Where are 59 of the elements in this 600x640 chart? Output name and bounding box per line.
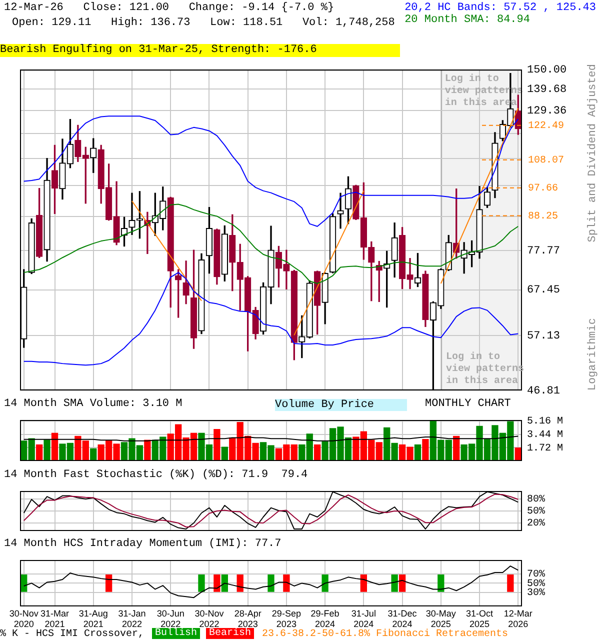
y-tick-label: 67.45 [527, 284, 560, 297]
y-tick-label: 139.68 [527, 84, 567, 96]
text: Logarithmic [587, 318, 599, 391]
y-tick-label: 5.16 M [527, 416, 564, 428]
x-tick-label: 29-Feb 2024 [310, 608, 340, 630]
text: % K - HCS IMI Crossover, [0, 629, 144, 640]
text: Volume By Price [275, 399, 407, 411]
x-tick-label: 28-Apr 2023 [234, 608, 262, 630]
x-tick-label: 31-Mar 2021 [40, 608, 70, 630]
chart-title: 14 Month SMA Volume: 3.10 M [4, 398, 182, 410]
text: Bearish [206, 628, 254, 639]
y-tick-label: 30% [527, 588, 546, 600]
candlestick [337, 192, 344, 229]
ref-line-label: 97.66 [528, 183, 558, 194]
text: Bearish Engulfing on 31-Mar-25, Strength: -176.6 [0, 44, 400, 57]
chart-subtitle: Open: 129.11 High: 136.73 Low: 118.51 Vol: 1,748,258 [12, 17, 395, 29]
y-tick-label: 46.81 [527, 385, 560, 398]
y-tick-label: 50% [527, 506, 546, 518]
text: Bullish [152, 628, 200, 639]
bar [214, 428, 220, 461]
x-tick-label: 12-Mar 2026 [504, 608, 532, 630]
ref-line-label: 122.49 [528, 121, 564, 132]
text: 20 Month SMA: 84.94 [404, 14, 531, 26]
ref-line-label: 88.25 [528, 211, 558, 222]
chart-title: 14 Month HCS Intraday Momentum (IMI): 77.7 [4, 538, 282, 550]
x-tick-label: 30-May 2025 [426, 608, 456, 630]
x-tick-label: 31-Aug 2021 [78, 608, 108, 630]
chart-title: 14 Month Fast Stochastic (%K) (%D): 71.9 79.4 [4, 469, 308, 481]
text: 20,2 HC Bands: 57.52 , 125.43 [404, 2, 596, 14]
y-tick-label: 80% [527, 494, 546, 506]
x-tick-label: 30-Nov 2022 [194, 608, 224, 630]
x-tick-label: 30-Jun 2022 [156, 608, 184, 630]
bar [422, 439, 429, 461]
x-tick-label: 29-Sep 2023 [272, 608, 301, 630]
y-tick-label: 129.36 [527, 105, 567, 118]
x-tick-label: 31-Jan 2022 [118, 608, 146, 630]
y-tick-label: 20% [527, 518, 546, 530]
x-tick-label: 31-Jul 2024 [351, 608, 376, 630]
y-tick-label: 150.00 [527, 64, 567, 77]
x-tick-label: 30-Nov 2020 [9, 608, 39, 630]
y-tick-label: 3.44 M [527, 430, 564, 442]
text: 23.6-38.2-50-61.8% Fibonacci Retracements [262, 629, 508, 640]
y-tick-label: 77.77 [527, 245, 560, 258]
ref-line-label: 108.07 [528, 156, 564, 167]
bar [36, 444, 43, 461]
y-axis-title: Split and Dividend Adjusted [587, 64, 599, 242]
text: MONTHLY CHART [425, 398, 511, 410]
bar [453, 436, 460, 461]
y-tick-label: 57.13 [527, 330, 560, 342]
y-tick-label: 1.72 M [527, 443, 564, 454]
chart-title: 12-Mar-26 Close: 121.00 Change: -9.14 {-7.0 %} [4, 2, 334, 14]
bar [44, 440, 50, 461]
bar [414, 444, 422, 461]
bar [144, 440, 151, 461]
bar [51, 432, 58, 461]
x-tick-label: 31-Oct 2025 [466, 608, 494, 630]
x-tick-label: 31-Dec 2024 [388, 608, 418, 630]
bar [314, 444, 321, 461]
bar [221, 446, 228, 461]
